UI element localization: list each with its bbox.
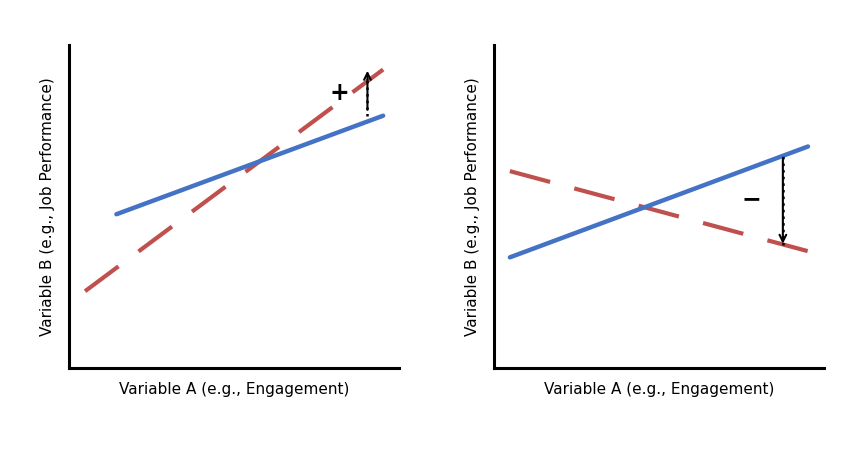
Text: −: −	[741, 187, 761, 211]
X-axis label: Variable A (e.g., Engagement): Variable A (e.g., Engagement)	[119, 382, 349, 397]
Y-axis label: Variable B (e.g., Job Performance): Variable B (e.g., Job Performance)	[466, 77, 480, 336]
Text: +: +	[329, 81, 349, 105]
Y-axis label: Variable B (e.g., Job Performance): Variable B (e.g., Job Performance)	[41, 77, 55, 336]
X-axis label: Variable A (e.g., Engagement): Variable A (e.g., Engagement)	[544, 382, 774, 397]
